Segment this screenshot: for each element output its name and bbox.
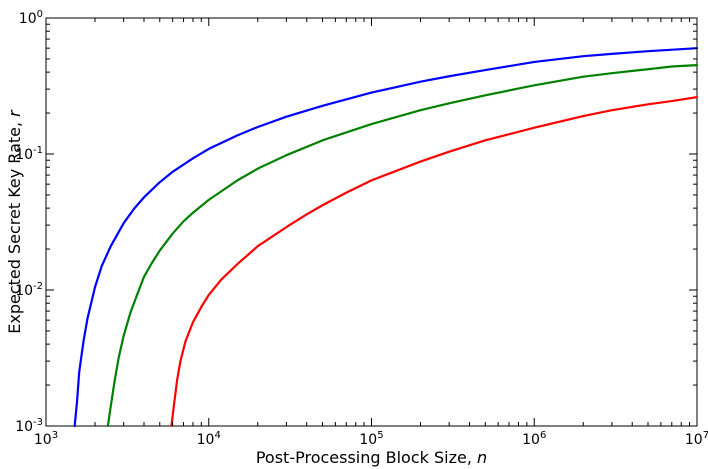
x-tick-label-4: 106 (522, 430, 546, 448)
series-line-2 (106, 64, 699, 428)
tick-label-layer: 103 104 105 106 107 10-3 10-2 10-1 100 (15, 9, 708, 448)
x-axis-variable: n (477, 448, 487, 467)
y-tick-label-3: 10-1 (15, 145, 43, 163)
y-tick-label-1: 10-3 (15, 417, 43, 435)
x-tick-label-5: 107 (685, 430, 708, 448)
plot-area (45, 17, 698, 427)
x-axis-label: Post-Processing Block Size, n (256, 448, 487, 467)
x-tick-label-1: 103 (34, 430, 58, 448)
series-layer (73, 47, 699, 428)
tick-layer (45, 17, 698, 427)
y-axis-variable: r (5, 109, 24, 117)
series-line-1 (73, 47, 699, 428)
x-tick-label-2: 104 (197, 430, 221, 448)
x-tick-label-3: 105 (359, 430, 383, 448)
y-axis-label: Expected Secret Key Rate, r (5, 109, 24, 334)
y-tick-label-2: 10-2 (15, 281, 43, 299)
y-tick-label-4: 100 (19, 9, 43, 27)
series-line-3 (170, 96, 699, 428)
